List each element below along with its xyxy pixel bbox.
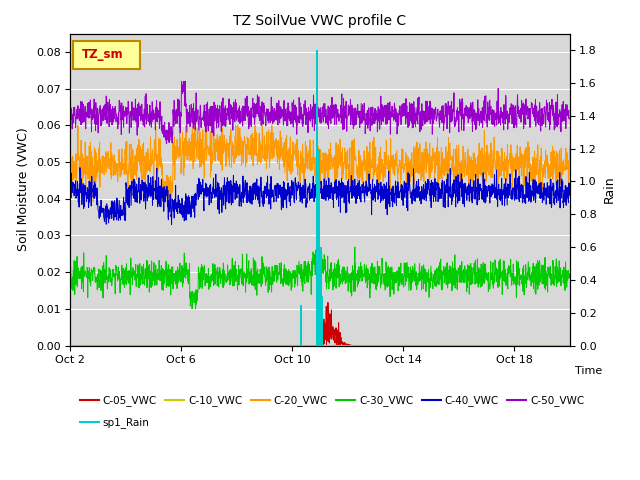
C-05_VWC — [281, 343, 289, 348]
C-50_VWC — [289, 124, 297, 130]
C-20_VWC — [497, 145, 505, 151]
Line: C-20_VWC: C-20_VWC — [70, 125, 570, 203]
C-10_VWC — [387, 343, 395, 348]
Title: TZ SoilVue VWC profile C: TZ SoilVue VWC profile C — [234, 14, 406, 28]
C-10_VWC — [289, 343, 296, 348]
C-30_VWC — [96, 280, 104, 286]
Bar — [318, 148, 319, 346]
Text: TZ_sm: TZ_sm — [81, 48, 123, 61]
C-10_VWC — [566, 343, 573, 348]
C-10_VWC — [96, 343, 104, 348]
C-50_VWC — [282, 106, 289, 112]
C-05_VWC — [67, 343, 74, 348]
Bar — [317, 50, 318, 346]
C-40_VWC — [282, 186, 289, 192]
C-05_VWC — [289, 343, 296, 348]
Bar — [300, 304, 301, 346]
C-20_VWC — [289, 156, 297, 162]
C-30_VWC — [281, 265, 289, 271]
C-50_VWC — [67, 115, 74, 121]
C-20_VWC — [333, 151, 340, 156]
C-10_VWC — [332, 343, 340, 348]
C-30_VWC — [566, 274, 573, 280]
Bar — [300, 304, 301, 346]
C-50_VWC — [566, 115, 573, 121]
Bar — [322, 296, 323, 346]
Bar — [300, 304, 301, 346]
C-50_VWC — [497, 108, 505, 114]
C-20_VWC — [282, 159, 289, 165]
C-40_VWC — [289, 179, 297, 185]
Bar — [320, 247, 321, 346]
C-50_VWC — [333, 115, 340, 120]
C-50_VWC — [178, 78, 186, 84]
Bar — [316, 50, 317, 346]
Line: C-40_VWC: C-40_VWC — [70, 168, 570, 225]
C-20_VWC — [97, 165, 104, 170]
C-20_VWC — [74, 122, 82, 128]
C-20_VWC — [67, 157, 74, 163]
C-30_VWC — [497, 272, 505, 277]
C-40_VWC — [497, 184, 505, 190]
C-40_VWC — [97, 204, 104, 210]
Line: C-05_VWC: C-05_VWC — [70, 302, 570, 346]
C-30_VWC — [333, 280, 340, 286]
Line: C-50_VWC: C-50_VWC — [70, 81, 570, 144]
C-30_VWC — [188, 306, 196, 312]
C-20_VWC — [388, 164, 396, 170]
C-10_VWC — [281, 343, 289, 348]
C-05_VWC — [324, 300, 332, 305]
C-30_VWC — [289, 275, 297, 281]
C-05_VWC — [566, 343, 573, 348]
FancyBboxPatch shape — [73, 41, 140, 70]
C-50_VWC — [96, 109, 104, 115]
Y-axis label: Soil Moisture (VWC): Soil Moisture (VWC) — [17, 128, 30, 252]
C-20_VWC — [566, 144, 573, 150]
Bar — [319, 148, 320, 346]
C-40_VWC — [388, 198, 396, 204]
C-50_VWC — [388, 106, 396, 111]
C-40_VWC — [566, 192, 573, 198]
Y-axis label: Rain: Rain — [603, 176, 616, 204]
C-30_VWC — [351, 244, 358, 250]
Line: C-30_VWC: C-30_VWC — [70, 247, 570, 309]
C-05_VWC — [388, 343, 396, 348]
C-40_VWC — [168, 222, 175, 228]
C-05_VWC — [497, 343, 505, 348]
C-20_VWC — [165, 200, 173, 206]
Text: Time: Time — [575, 366, 602, 376]
C-10_VWC — [67, 343, 74, 348]
Legend: sp1_Rain: sp1_Rain — [76, 413, 154, 432]
C-50_VWC — [163, 141, 170, 146]
C-40_VWC — [67, 185, 74, 191]
C-10_VWC — [497, 343, 505, 348]
C-40_VWC — [333, 197, 340, 203]
C-40_VWC — [76, 165, 84, 170]
C-05_VWC — [96, 343, 104, 348]
C-30_VWC — [388, 264, 396, 270]
C-30_VWC — [67, 257, 74, 263]
Bar — [321, 247, 322, 346]
C-05_VWC — [333, 342, 340, 348]
